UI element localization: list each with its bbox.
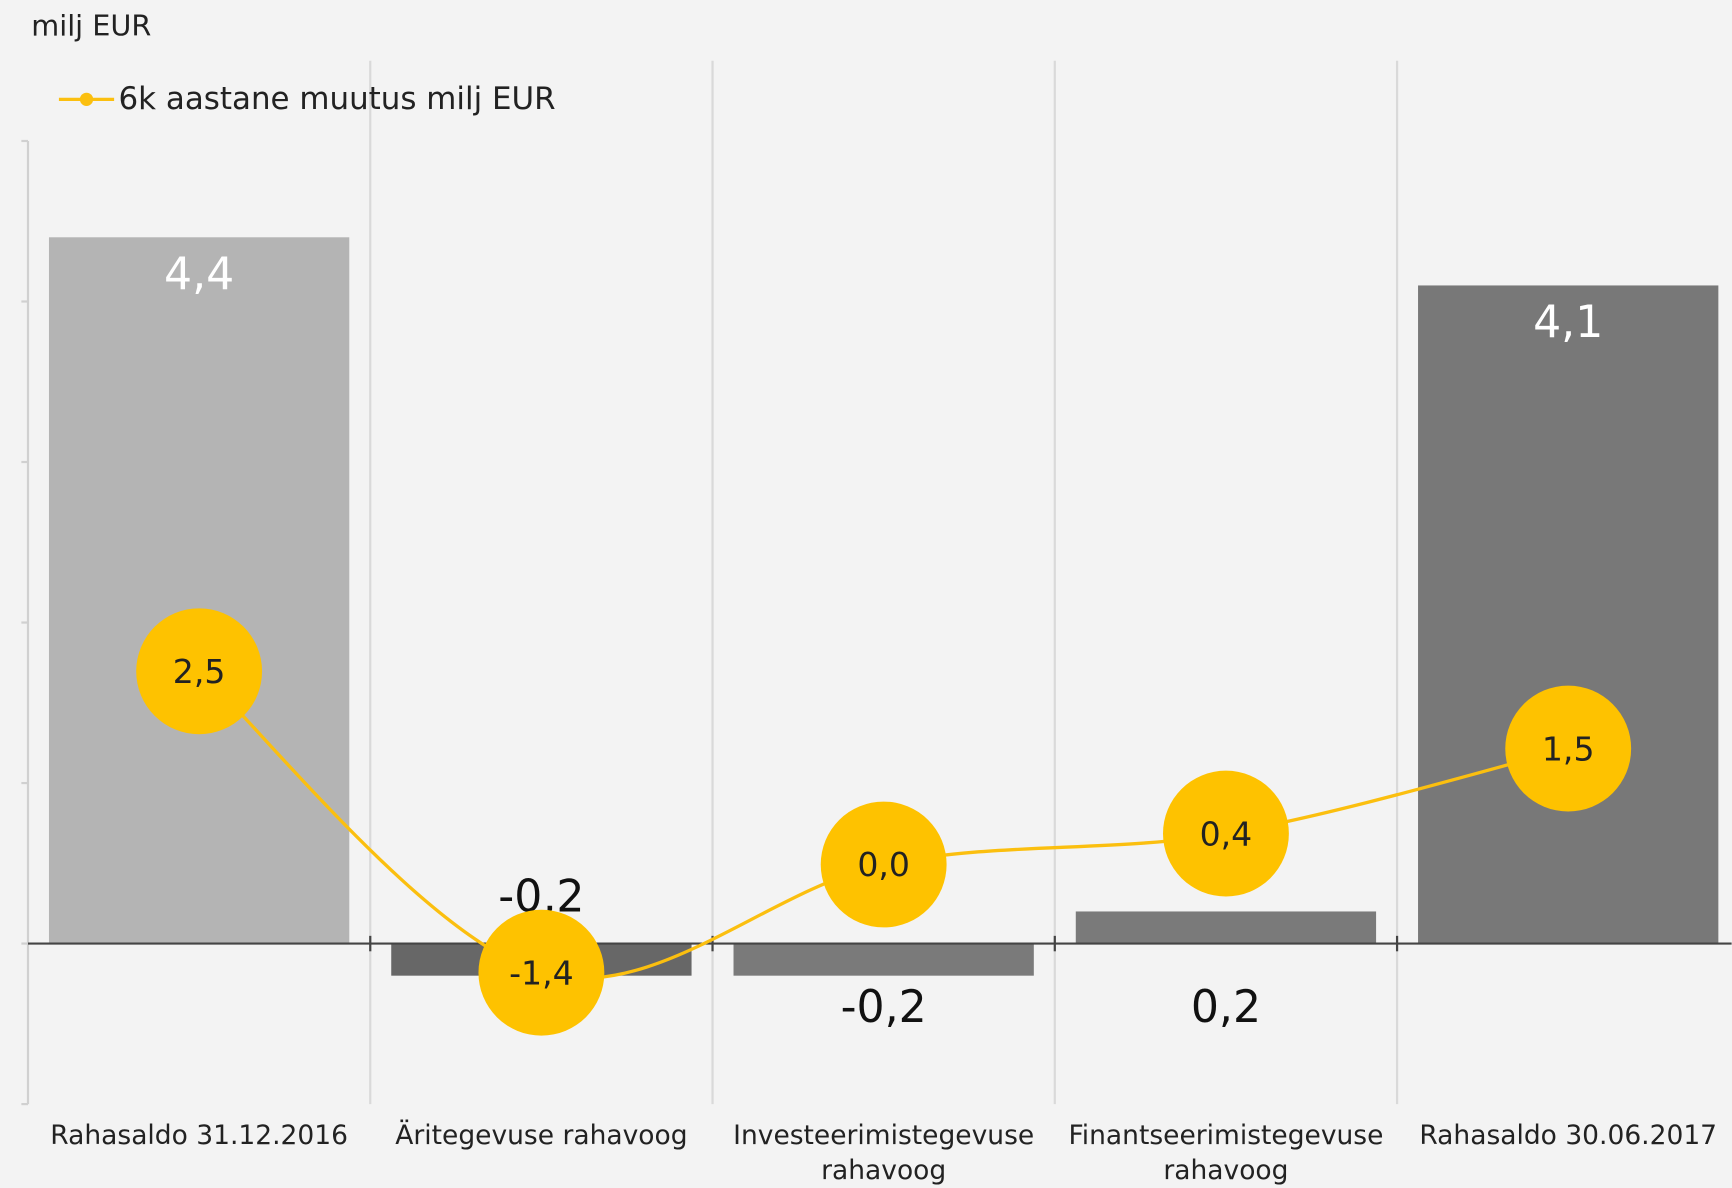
line-value-label: 0,4 [1200, 814, 1253, 853]
bar-value-label: 4,1 [1533, 297, 1603, 348]
bar-value-label: 4,4 [164, 249, 234, 300]
line-marker [820, 801, 947, 928]
line-value-label: 1,5 [1542, 729, 1595, 768]
x-tick-label-box: Äritegevuse rahavoog [395, 1119, 688, 1151]
bar [48, 237, 350, 944]
legend-label: 6k aastane muutus milj EUR [119, 81, 556, 117]
bar [733, 943, 1034, 976]
x-tick-label-box: Finantseerimistegevuse rahavoog [1068, 1119, 1384, 1186]
x-tick-label: Finantseerimistegevuse rahavoog [1068, 1119, 1384, 1186]
x-tick-label: Äritegevuse rahavoog [395, 1119, 688, 1151]
line-value-label: -1,4 [509, 953, 574, 992]
x-tick-label: Investeerimistegevuse rahavoog [733, 1119, 1035, 1186]
bar-value-label: -0,2 [841, 982, 927, 1033]
bar [1075, 911, 1377, 944]
x-tick-label-box: Rahasaldo 31.12.2016 [50, 1119, 348, 1151]
x-tick-label: Rahasaldo 31.12.2016 [50, 1119, 348, 1151]
x-tick-label-box: Rahasaldo 30.06.2017 [1419, 1119, 1718, 1151]
line-value-label: 2,5 [173, 652, 226, 691]
line-marker [478, 909, 605, 1036]
x-tick-label: Rahasaldo 30.06.2017 [1419, 1119, 1718, 1151]
legend-marker [79, 92, 94, 106]
line-marker [136, 608, 263, 735]
line-marker [1505, 685, 1632, 812]
bar-value-label: 0,2 [1191, 982, 1261, 1033]
x-tick-label-box: Investeerimistegevuse rahavoog [733, 1119, 1035, 1186]
bar [1418, 285, 1719, 944]
line-value-label: 0,0 [857, 845, 910, 884]
unit-label: milj EUR [31, 9, 151, 43]
line-marker [1163, 770, 1289, 897]
